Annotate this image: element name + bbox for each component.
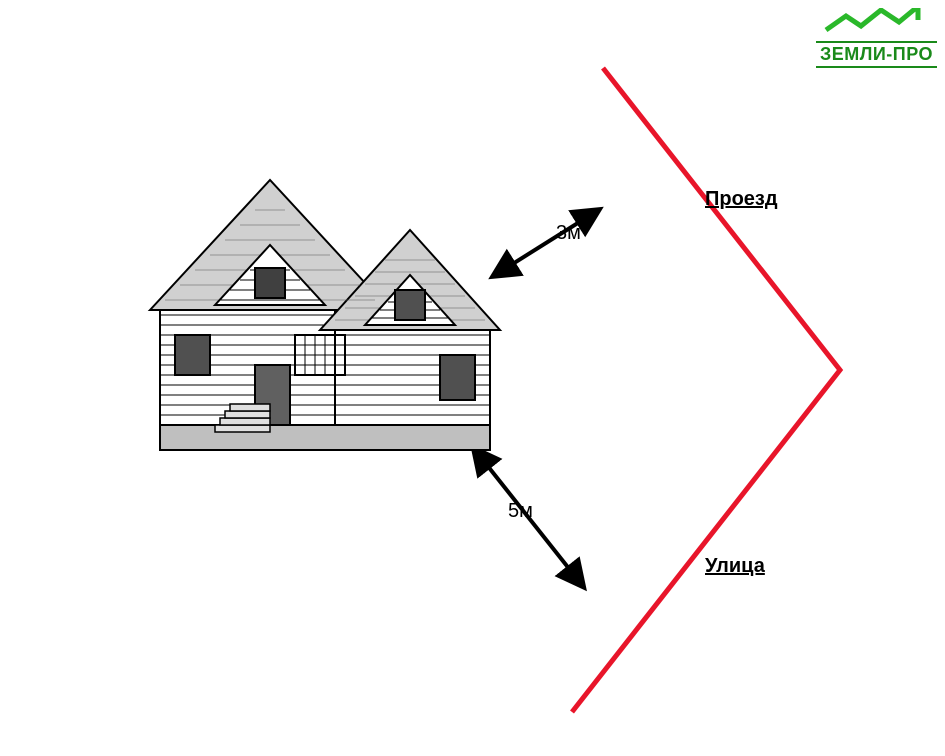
logo-zigzag-icon xyxy=(821,8,931,36)
label-street: Улица xyxy=(705,555,765,578)
boundary-line xyxy=(572,68,840,712)
dim-label-street: 5м xyxy=(508,500,533,523)
diagram-canvas xyxy=(0,0,945,756)
label-passage: Проезд xyxy=(705,188,778,211)
dim-arrow-passage xyxy=(495,211,597,275)
dim-label-passage: 3м xyxy=(556,222,581,245)
logo-text: ЗЕМЛИ-ПРО xyxy=(816,41,937,68)
house-icon xyxy=(150,180,500,450)
logo: ЗЕМЛИ-ПРО xyxy=(816,8,937,68)
